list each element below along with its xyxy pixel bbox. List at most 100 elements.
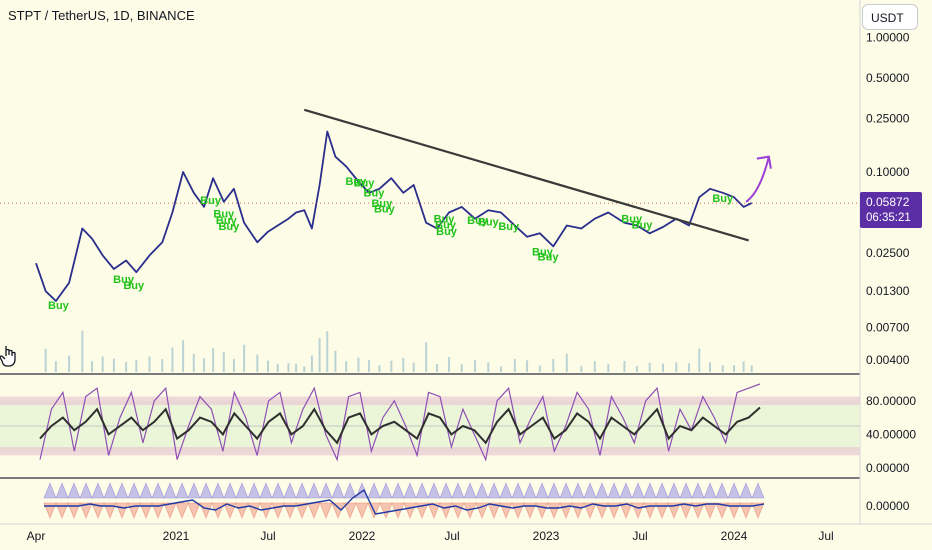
triangle-down-marker <box>607 502 621 519</box>
triangle-down-marker <box>55 502 69 519</box>
triangle-down-marker <box>631 502 645 519</box>
triangle-down-marker <box>667 502 681 519</box>
triangle-up-marker <box>343 482 357 499</box>
triangle-down-marker <box>535 502 549 519</box>
volume-bar <box>101 356 104 372</box>
volume-bar <box>721 365 724 372</box>
triangle-down-marker <box>331 502 345 519</box>
volume-bar <box>733 365 735 372</box>
buy-signal-label: Buy <box>123 280 145 292</box>
triangle-down-marker <box>511 502 525 519</box>
price-tick-label: 0.00400 <box>866 353 910 367</box>
hand-pointer-icon[interactable] <box>0 344 16 368</box>
triangle-down-marker <box>571 502 585 519</box>
triangle-down-marker <box>583 502 597 519</box>
buy-signal-label: Buy <box>538 251 560 263</box>
triangle-down-marker <box>295 502 309 519</box>
triangle-down-marker <box>691 502 705 519</box>
volume-bar <box>54 361 57 372</box>
triangle-up-marker <box>367 482 381 499</box>
current-price-tag: 0.05872 06:35:21 <box>860 192 922 228</box>
projection-arrow <box>745 156 770 203</box>
triangle-up-marker <box>247 482 261 499</box>
triangle-up-marker <box>703 482 717 499</box>
triangle-down-marker <box>175 502 189 519</box>
volume-bar <box>623 361 626 372</box>
buy-signals: BuyBuyBuyBuyBuyBuyBuyBuyBuyBuyBuyBuyBuyB… <box>48 176 734 312</box>
triangle-up-marker <box>151 482 165 499</box>
volume-bar <box>473 359 476 372</box>
oscillator-tick-label: 40.00000 <box>866 427 916 441</box>
volume-bar <box>750 365 753 372</box>
buy-signal-label: Buy <box>216 215 238 227</box>
bar-countdown: 06:35:21 <box>866 212 911 224</box>
triangle-down-marker <box>259 502 273 519</box>
triangle-up-marker <box>511 482 525 499</box>
triangle-up-marker <box>607 482 621 499</box>
volume-bar <box>607 363 610 372</box>
triangle-up-marker <box>103 482 117 499</box>
triangle-down-marker <box>463 502 477 519</box>
volume-bar <box>378 365 381 372</box>
stoch-k-line <box>39 383 761 462</box>
triangle-up-marker <box>295 482 309 499</box>
triangle-up-marker <box>619 482 633 499</box>
buy-signal-label: Buy <box>435 220 457 232</box>
triangle-up-marker <box>439 482 453 499</box>
volume-bar <box>182 340 185 372</box>
oscillator-tick-label: 80.00000 <box>866 394 916 408</box>
buy-signal-label: Buy <box>374 204 396 216</box>
time-tick-label: Jul <box>818 529 833 543</box>
triangle-down-marker <box>451 502 465 519</box>
triangle-up-marker <box>259 482 273 499</box>
volume-bar <box>688 363 691 372</box>
buy-signal-label: Buy <box>371 198 393 210</box>
triangle-up-marker <box>79 482 93 499</box>
price-tick-label: 0.50000 <box>866 71 910 85</box>
current-price-value: 0.05872 <box>866 195 910 209</box>
triangle-down-marker <box>379 502 393 519</box>
triangle-up-marker <box>139 482 153 499</box>
volume-bar <box>500 366 503 372</box>
triangle-down-marker <box>115 502 129 519</box>
volume-bar <box>44 348 47 372</box>
price-tick-label: 0.10000 <box>866 165 910 179</box>
stoch-d-line <box>39 406 761 445</box>
buy-signal-label: Buy <box>200 195 222 207</box>
volume-bar <box>412 362 415 372</box>
triangle-up-marker <box>331 482 345 499</box>
volume-bar <box>538 365 541 372</box>
triangle-up-marker <box>43 482 57 499</box>
volume-bar <box>243 344 246 372</box>
volume-bar <box>552 359 555 372</box>
triangle-down-marker <box>643 502 657 519</box>
volume-bar <box>661 363 664 372</box>
triangle-down-marker <box>91 502 105 519</box>
triangle-up-marker <box>163 482 177 499</box>
triangle-up-marker <box>751 482 765 499</box>
stochastic-series <box>39 383 761 462</box>
volume-bar <box>635 366 638 372</box>
triangle-down-marker <box>319 502 333 519</box>
buy-signal-label: Buy <box>345 176 367 188</box>
triangle-up-marker <box>127 482 141 499</box>
triangle-down-marker <box>211 502 225 519</box>
triangle-down-marker <box>271 502 285 519</box>
triangle-up-marker <box>115 482 129 499</box>
triangle-up-marker <box>715 482 729 499</box>
triangle-down-marker <box>595 502 609 519</box>
volume-bar <box>698 348 701 372</box>
triangle-down-marker <box>79 502 93 519</box>
buy-signal-label: Buy <box>712 193 734 205</box>
volume-bar <box>310 355 313 372</box>
volume-bar <box>448 357 451 372</box>
triangle-down-marker <box>163 502 177 519</box>
currency-button[interactable]: USDT <box>862 4 918 30</box>
buy-signal-label: Buy <box>467 215 489 227</box>
time-tick-label: Apr <box>27 529 46 543</box>
volume-bar <box>708 362 711 372</box>
buy-signal-label: Buy <box>478 217 500 229</box>
buy-signal-label: Buy <box>532 246 554 258</box>
volume-bar <box>460 364 463 372</box>
